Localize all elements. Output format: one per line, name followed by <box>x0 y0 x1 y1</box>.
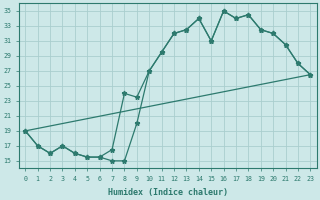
X-axis label: Humidex (Indice chaleur): Humidex (Indice chaleur) <box>108 188 228 197</box>
